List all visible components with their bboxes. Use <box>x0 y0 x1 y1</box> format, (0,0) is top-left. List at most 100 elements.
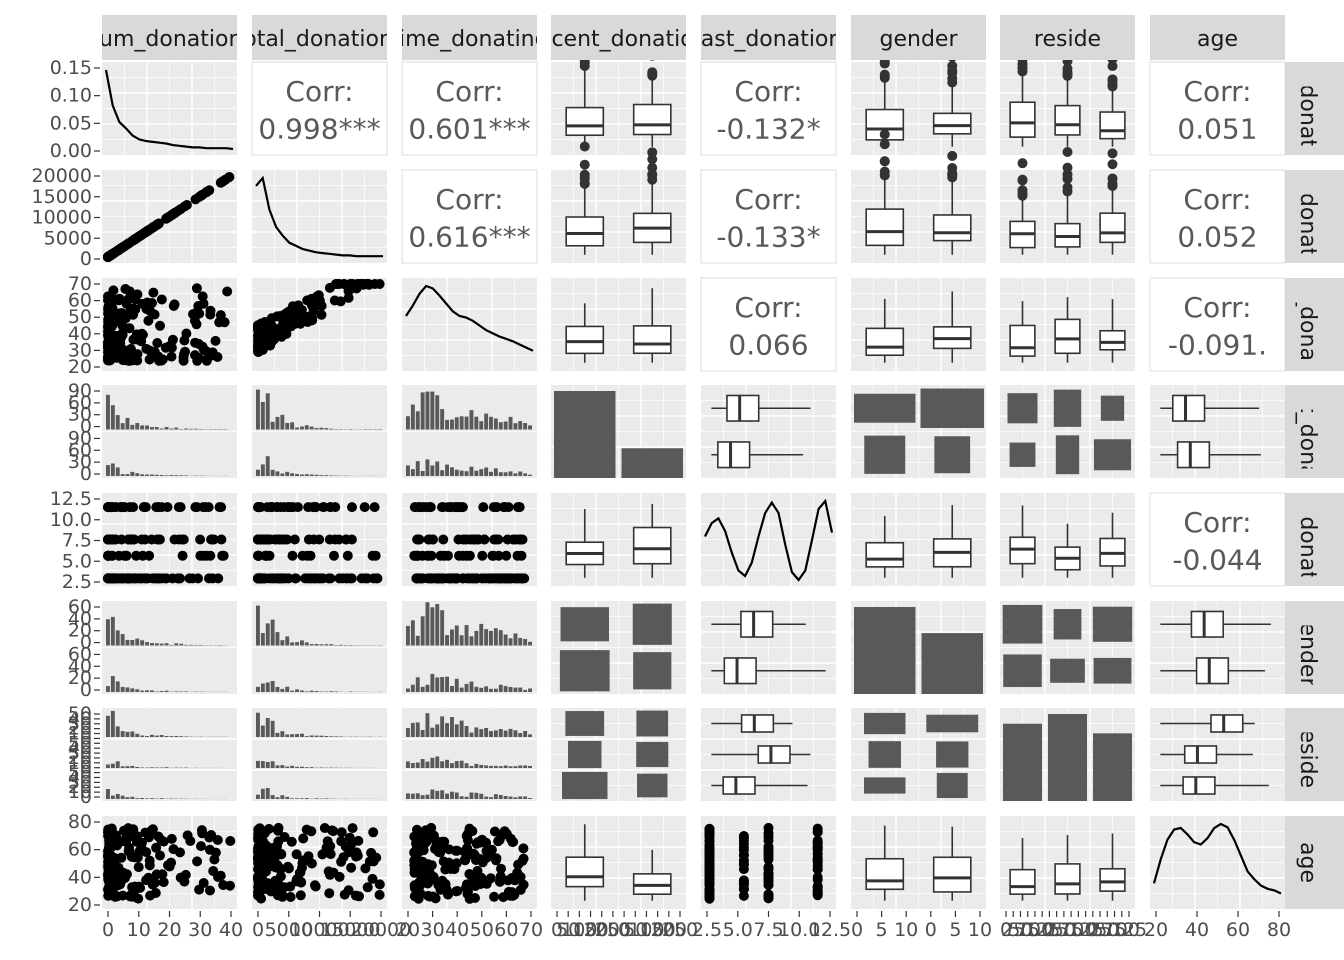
scatter-point <box>103 550 114 561</box>
histogram-bar <box>459 796 464 799</box>
x-tick-label: 10.0 <box>778 919 820 941</box>
panel-r7-c3 <box>551 816 686 909</box>
boxplot-box <box>932 214 972 242</box>
scatter-point <box>144 224 155 235</box>
histogram-bar <box>106 686 110 692</box>
corr-label: Corr: <box>1183 506 1251 539</box>
scatter-point <box>125 344 136 354</box>
scatter-point <box>136 573 147 584</box>
mosaic-cell <box>1093 439 1132 471</box>
scatter-point <box>704 849 715 860</box>
x-tick-label: 20 <box>1144 919 1168 941</box>
x-tick-label: 25 <box>1045 919 1069 941</box>
boxplot-outlier <box>579 141 590 152</box>
corr-label: Corr: <box>1183 291 1251 324</box>
mosaic-cell <box>864 712 906 735</box>
histogram-bar <box>106 789 110 799</box>
histogram-bar <box>420 795 425 799</box>
y-tick-label: 10.0 <box>50 509 92 531</box>
scatter-point <box>298 833 309 844</box>
panel-r3-c0 <box>102 385 237 478</box>
histogram-bar <box>159 735 164 737</box>
histogram-bar <box>440 470 445 476</box>
scatter-point <box>286 836 297 847</box>
scatter-point <box>410 550 420 561</box>
histogram-bar <box>314 735 319 737</box>
panel-r2-c3 <box>551 278 686 371</box>
scatter-point <box>498 502 509 513</box>
scatter-point <box>466 870 477 881</box>
histogram-bar <box>174 736 179 737</box>
scatter-point <box>179 876 190 887</box>
histogram-bar <box>508 638 513 646</box>
histogram-bar <box>110 763 115 768</box>
mosaic-cell <box>1002 604 1043 644</box>
scatter-point <box>162 502 173 513</box>
histogram-bar <box>295 798 299 799</box>
histogram-bar <box>479 469 484 476</box>
histogram-bar <box>406 688 410 692</box>
histogram-bar <box>285 734 290 737</box>
histogram-bar <box>479 764 484 768</box>
mosaic-cell <box>1053 389 1082 427</box>
histogram-bar <box>420 759 425 768</box>
y-tick-label: 0 <box>80 632 92 654</box>
scatter-point <box>144 345 155 356</box>
histogram-bar <box>528 734 532 737</box>
scatter-point <box>151 573 162 584</box>
scatter-point <box>318 502 329 513</box>
histogram-bar <box>410 469 415 476</box>
histogram-bar <box>513 687 518 692</box>
y-tick-label: 20 <box>68 894 92 916</box>
row-strip-label: num_donations <box>1295 24 1320 193</box>
x-tick-label: 0 <box>551 919 563 941</box>
histogram-bar <box>275 471 280 476</box>
mosaic-cell <box>936 741 969 768</box>
scatter-point <box>147 298 157 308</box>
panel-r0-c1: Corr: 0.998*** <box>251 61 388 156</box>
scatter-point <box>104 838 115 849</box>
panel-r7-c5 <box>851 816 986 909</box>
row-strip <box>1285 601 1344 694</box>
histogram-bar <box>295 474 299 476</box>
histogram-bar <box>120 766 125 768</box>
scatter-point <box>704 856 715 867</box>
histogram-bar <box>329 428 334 430</box>
scatter-point <box>325 573 336 584</box>
scatter-point <box>283 863 294 874</box>
histogram-bar <box>135 733 140 737</box>
scatter-point <box>212 835 223 845</box>
histogram-bar <box>406 416 410 430</box>
mosaic-cell <box>1092 606 1133 642</box>
scatter-point <box>194 884 205 895</box>
histogram-bar <box>256 469 260 476</box>
histogram-bar <box>120 686 125 692</box>
scatter-point <box>763 869 774 880</box>
scatter-point <box>158 877 169 888</box>
scatter-point <box>260 849 271 860</box>
scatter-point <box>451 858 462 869</box>
x-tick-label: 75 <box>1102 919 1126 941</box>
y-tick-label: 40 <box>68 708 92 730</box>
histogram-bar <box>489 731 493 737</box>
x-tick-label: 50 <box>1052 919 1076 941</box>
histogram-bar <box>135 473 140 476</box>
scatter-point <box>116 852 127 863</box>
scatter-point <box>285 892 296 902</box>
histogram-bar <box>425 794 430 799</box>
scatter-point <box>264 336 275 347</box>
y-tick-label: 0 <box>80 248 92 270</box>
y-tick-label: 0.15 <box>50 57 92 79</box>
histogram-bar <box>498 684 503 692</box>
boxplot-box <box>1099 867 1126 892</box>
scatter-point <box>367 873 378 884</box>
scatter-point <box>484 573 495 584</box>
scatter-point <box>295 890 306 901</box>
boxplot-outlier <box>1107 148 1118 159</box>
scatter-point <box>328 867 339 878</box>
y-tick-label: 40 <box>68 766 92 788</box>
x-tick-label: 5 <box>876 919 888 941</box>
histogram-facet-bg <box>102 740 237 769</box>
scatter-point <box>360 863 371 874</box>
scatter-point <box>131 329 142 340</box>
